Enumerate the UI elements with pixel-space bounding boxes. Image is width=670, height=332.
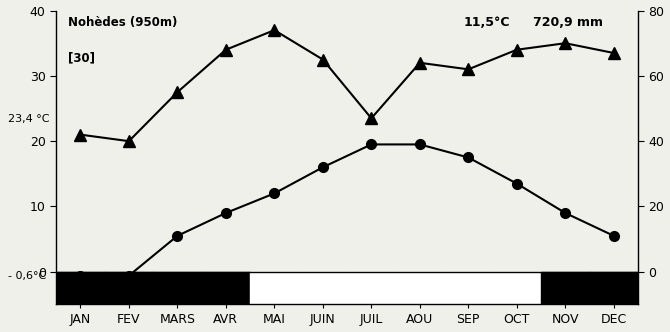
Text: 11,5°C: 11,5°C (464, 16, 510, 30)
Text: Nohèdes (950m): Nohèdes (950m) (68, 16, 177, 30)
Text: 23,4 °C: 23,4 °C (8, 114, 50, 124)
Text: 720,9 mm: 720,9 mm (533, 16, 603, 30)
Text: - 0,6°C: - 0,6°C (8, 271, 46, 281)
Text: [30]: [30] (68, 52, 94, 65)
